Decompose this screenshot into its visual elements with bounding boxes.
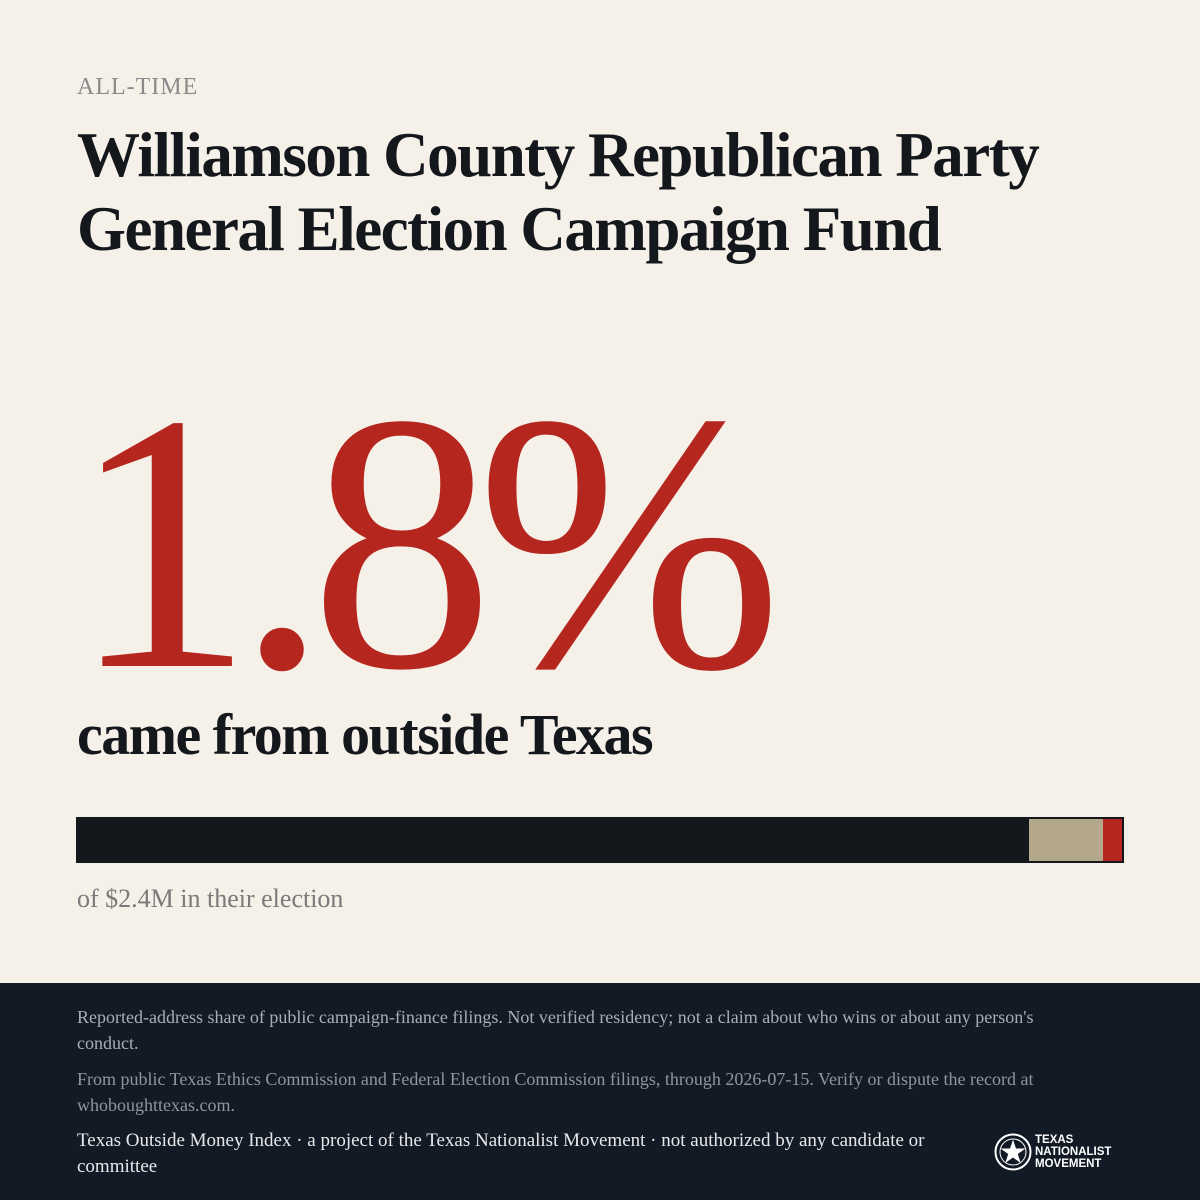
outside-share-caption: came from outside Texas bbox=[77, 702, 654, 767]
total-raised-label: of $2.4M in their election bbox=[77, 884, 344, 913]
star-seal-icon bbox=[994, 1133, 1032, 1171]
tnm-logo: TEXAS NATIONALIST MOVEMENT bbox=[993, 1131, 1133, 1173]
share-bar-segment-other bbox=[1029, 819, 1104, 861]
logo-line-2: NATIONALIST bbox=[1035, 1146, 1112, 1158]
sources-text: From public Texas Ethics Commission and … bbox=[77, 1069, 1034, 1115]
main-panel: ALL-TIME Williamson County Republican Pa… bbox=[70, 74, 1124, 913]
logo-line-3: MOVEMENT bbox=[1035, 1158, 1102, 1170]
page-title: Williamson County Republican Party Gener… bbox=[77, 120, 1040, 264]
disclaimer-text: Reported-address share of public campaig… bbox=[77, 1007, 1034, 1053]
share-bar-segment-outside bbox=[1103, 819, 1122, 861]
logo-line-1: TEXAS bbox=[1035, 1134, 1074, 1146]
credit-text: Texas Outside Money Index · a project of… bbox=[77, 1130, 925, 1177]
logo-wordmark: TEXAS NATIONALIST MOVEMENT bbox=[1035, 1134, 1111, 1170]
share-bar-segment-texas bbox=[78, 819, 1030, 861]
eyebrow-label: ALL-TIME bbox=[77, 74, 199, 100]
share-bar bbox=[76, 817, 1124, 863]
outside-share-percent: 1.8% bbox=[70, 338, 783, 746]
